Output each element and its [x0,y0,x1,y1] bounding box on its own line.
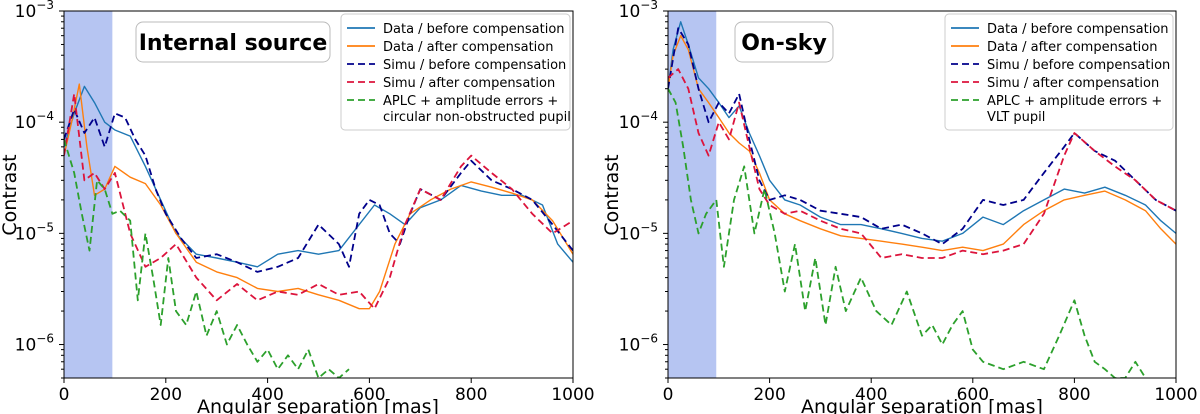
x-tick-label: 0 [59,385,70,405]
legend-entry: Data / before compensation [987,22,1169,37]
panel-internal-source: 0 200 400 600 800 1000 10−6 10−5 10−4 10−3 Angul… [0,0,595,414]
x-tick-label: 200 [150,385,182,405]
legend: Data / before compensation Data / after c… [944,13,1174,131]
x-tick-label: 200 [753,385,785,405]
legend-entry: Simu / after compensation [987,76,1159,91]
title-box [135,21,331,63]
series-line-0 [64,85,573,268]
y-tick-label: 10−6 [619,332,658,356]
legend-entry: APLC + amplitude errors + circular non-ob… [383,94,571,125]
x-tick-label: 600 [957,385,989,405]
x-tick-label: 400 [855,385,887,405]
legend-entry: Data / before compensation [383,22,565,37]
series-line-0 [668,21,1176,242]
series-line-4 [64,139,350,378]
plot-frame [667,10,1177,379]
x-tick-label: 1000 [1154,385,1197,405]
x-tick-label: 800 [1058,385,1090,405]
legend-entry: Simu / before compensation [987,58,1170,73]
y-tick-label: 10−4 [15,109,54,133]
series-line-3 [64,92,573,310]
series-line-2 [64,108,573,273]
legend-entry: Simu / after compensation [383,76,555,91]
panel-title: On-sky [741,31,827,56]
x-axis-label: Angular separation [mas] [801,396,1043,414]
plot-frame [63,10,574,379]
series-line-1 [668,35,1176,252]
y-axis-label: Contrast [601,154,623,235]
legend-entry: APLC + amplitude errors + VLT pupil [987,94,1162,125]
y-tick-label: 10−6 [15,332,54,356]
series-line-1 [64,83,573,310]
series-line-4 [668,88,1147,378]
legend-box [944,13,1174,131]
legend-entry: Data / after compensation [987,40,1157,55]
x-axis-label: Angular separation [mas] [197,396,439,414]
x-tick-label: 0 [663,385,674,405]
x-tick-label: 1000 [551,385,594,405]
legend-entry: Simu / before compensation [383,58,566,73]
y-tick-label: 10−3 [15,0,54,22]
y-tick-label: 10−5 [619,220,658,244]
series-line-2 [668,27,1176,245]
title-box [734,21,834,63]
legend: Data / before compensation Data / after c… [340,13,571,131]
shaded-region [64,11,113,378]
panel-on-sky: 0 200 400 600 800 1000 10−6 10−5 10−4 10−3 Angul… [601,0,1198,414]
y-tick-label: 10−5 [15,220,54,244]
y-tick-label: 10−3 [619,0,658,22]
y-tick-label: 10−4 [619,109,658,133]
x-tick-label: 400 [251,385,283,405]
y-axis-label: Contrast [0,154,21,235]
panel-title: Internal source [139,31,328,56]
shaded-region [668,11,717,378]
series-line-3 [668,68,1176,259]
x-tick-label: 600 [353,385,385,405]
legend-entry: Data / after compensation [383,40,553,55]
legend-box [340,13,571,131]
x-tick-label: 800 [455,385,487,405]
